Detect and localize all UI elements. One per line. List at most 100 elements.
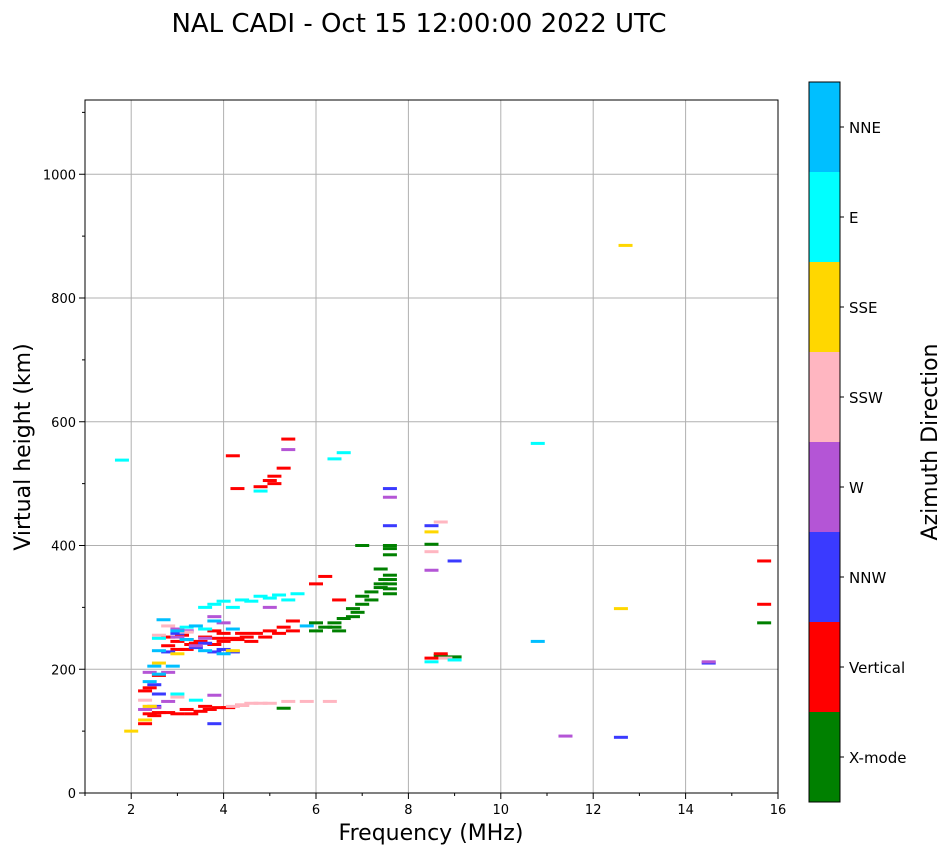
- echo-point: [350, 610, 365, 614]
- colorbar-title: Azimuth Direction: [918, 343, 943, 540]
- echo-point: [216, 631, 231, 635]
- y-tick-label: 800: [51, 292, 76, 307]
- grid: [85, 100, 779, 794]
- echo-point: [170, 712, 185, 716]
- echo-point: [558, 734, 573, 738]
- colorbar: X-mode Vertical NNW W SSW SSE E NNE: [808, 81, 906, 803]
- echo-point: [207, 629, 222, 633]
- echo-point: [355, 594, 370, 598]
- echo-point: [142, 704, 157, 708]
- echo-point: [285, 629, 300, 633]
- echo-point: [382, 582, 397, 586]
- echo-point: [757, 621, 772, 625]
- echo-point: [161, 650, 176, 654]
- colorbar-segment: [809, 172, 840, 262]
- echo-point: [170, 631, 185, 635]
- echo-point: [424, 524, 439, 528]
- echo-point: [530, 441, 545, 445]
- echo-point: [151, 711, 166, 715]
- colorbar-label: NNW: [849, 569, 886, 587]
- echo-point: [382, 487, 397, 491]
- echo-point: [701, 660, 716, 664]
- echo-point: [230, 638, 245, 642]
- echo-point: [198, 649, 213, 653]
- echo-point: [272, 631, 287, 635]
- echo-point: [267, 482, 282, 486]
- echo-point: [299, 699, 314, 703]
- echo-point: [211, 636, 226, 640]
- echo-point: [170, 652, 185, 656]
- echo-point: [281, 598, 296, 602]
- echo-point: [281, 699, 296, 703]
- echo-point: [447, 559, 462, 563]
- echo-point: [345, 615, 360, 619]
- echo-point: [433, 654, 448, 658]
- colorbar-segment: [809, 82, 840, 172]
- echo-point: [276, 706, 291, 710]
- colorbar-label: Vertical: [849, 659, 905, 677]
- colorbar-label: SSW: [849, 389, 883, 407]
- echo-point: [235, 631, 250, 635]
- echo-point: [382, 544, 397, 547]
- echo-point: [161, 711, 176, 715]
- echo-point: [179, 707, 194, 711]
- echo-point: [364, 590, 379, 594]
- echo-point: [225, 704, 240, 708]
- echo-point: [355, 602, 370, 606]
- echo-point: [216, 599, 231, 603]
- echo-point: [179, 625, 194, 629]
- echo-point: [281, 448, 296, 452]
- colorbar-segment: [809, 532, 840, 622]
- echo-point: [142, 670, 157, 674]
- echo-point: [382, 592, 397, 596]
- echo-point: [253, 701, 268, 705]
- echo-point: [225, 605, 240, 609]
- echo-point: [170, 695, 185, 699]
- echo-point: [147, 664, 162, 668]
- x-axis-label: Frequency (MHz): [339, 821, 524, 846]
- colorbar-label: E: [849, 209, 858, 227]
- echo-point: [142, 686, 157, 690]
- y-tick-label: 600: [51, 416, 76, 431]
- echo-point: [244, 639, 259, 643]
- x-tick-label: 8: [404, 803, 412, 818]
- echo-point: [382, 553, 397, 557]
- echo-point: [258, 635, 273, 639]
- echo-point: [151, 633, 166, 637]
- echo-point: [170, 647, 185, 651]
- y-tick-label: 200: [51, 663, 76, 678]
- echo-point: [345, 607, 360, 611]
- echo-point: [161, 699, 176, 703]
- echo-point: [188, 698, 203, 702]
- echo-point: [424, 550, 439, 554]
- echo-point: [225, 454, 240, 458]
- echo-point: [188, 624, 203, 628]
- echo-point: [198, 641, 213, 645]
- chart-title: NAL CADI - Oct 15 12:00:00 2022 UTC: [171, 9, 666, 39]
- echo-point: [151, 636, 166, 640]
- x-tick-label: 6: [312, 803, 320, 818]
- plot-frame: [84, 99, 779, 794]
- y-axis-label: Virtual height (km): [11, 343, 36, 550]
- colorbar-label: NNE: [849, 119, 881, 137]
- echo-point: [138, 689, 153, 693]
- echo-point: [244, 701, 259, 705]
- echo-point: [161, 624, 176, 628]
- echo-point: [424, 660, 439, 664]
- echo-point: [424, 656, 439, 660]
- echo-point: [170, 692, 185, 696]
- echo-point: [216, 647, 231, 651]
- echo-point: [433, 652, 448, 656]
- echo-point: [262, 629, 277, 633]
- echo-point: [188, 641, 203, 645]
- y-tick-label: 400: [51, 540, 76, 555]
- y-axis-ticks: 0 200 400 600 800 1000: [43, 111, 85, 802]
- x-tick-label: 16: [770, 803, 787, 818]
- echo-point: [382, 524, 397, 528]
- echo-point: [262, 605, 277, 609]
- echo-point: [207, 650, 222, 654]
- echo-point: [309, 621, 323, 625]
- echo-point: [138, 698, 153, 702]
- echo-point: [373, 582, 388, 586]
